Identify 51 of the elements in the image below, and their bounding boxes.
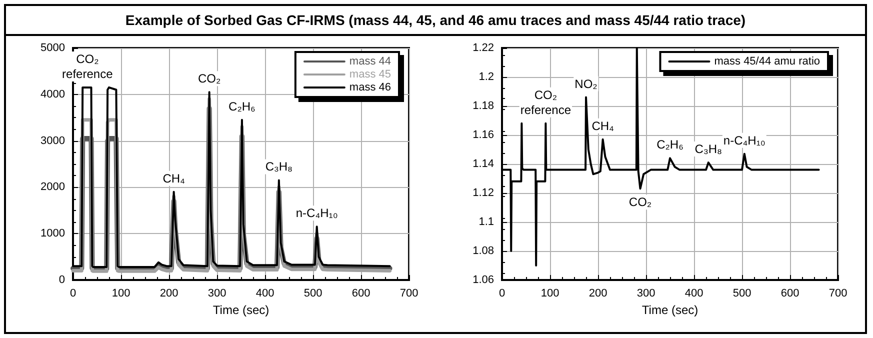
y-tick-label: 1.22 xyxy=(472,42,494,54)
y-tick-label: 3000 xyxy=(40,134,65,147)
x-tick-label: 0 xyxy=(70,288,76,300)
legend-label: mass 44 xyxy=(349,56,391,68)
x-axis-title: Time (sec) xyxy=(642,303,698,317)
x-tick-label: 500 xyxy=(304,288,322,300)
annotation: n-C₄H₁₀ xyxy=(724,133,766,148)
x-tick-label: 300 xyxy=(208,288,226,300)
y-tick-label: 5000 xyxy=(40,42,65,54)
y-tick-label: 1.1 xyxy=(478,216,494,228)
y-tick-label: 2000 xyxy=(40,181,65,194)
y-tick-label: 1.06 xyxy=(472,274,494,286)
y-tick-label: 1.12 xyxy=(472,187,494,199)
x-tick-label: 700 xyxy=(829,288,848,300)
annotation: CH₄ xyxy=(162,171,185,186)
annotation: C₂H₆ xyxy=(656,138,684,152)
y-tick-label: 1.18 xyxy=(472,100,494,112)
y-tick-label: 1000 xyxy=(40,228,65,240)
x-tick-label: 300 xyxy=(637,288,656,300)
annotation: C₂H₆ xyxy=(228,99,256,114)
y-tick-label: 1.16 xyxy=(472,129,494,141)
annotation: n-C₄H₁₀ xyxy=(296,206,338,220)
annotation: CO₂ reference xyxy=(520,88,572,117)
x-tick-label: 600 xyxy=(781,288,800,300)
x-tick-label: 200 xyxy=(160,288,178,300)
x-tick-label: 200 xyxy=(589,288,608,300)
x-tick-label: 100 xyxy=(541,288,560,300)
y-tick-label: 4000 xyxy=(40,88,65,100)
x-tick-label: 100 xyxy=(112,288,130,300)
x-axis-title: Time (sec) xyxy=(212,303,269,317)
x-tick-label: 0 xyxy=(499,288,506,300)
legend-label: mass 45 xyxy=(349,68,391,80)
chart-title: Example of Sorbed Gas CF-IRMS (mass 44, 45, and 46 amu traces and mass 45/44 ratio trace) xyxy=(6,6,865,36)
x-tick-label: 600 xyxy=(352,288,370,300)
annotation: C₃H₈ xyxy=(265,160,292,174)
x-tick-label: 400 xyxy=(256,288,274,300)
x-tick-label: 500 xyxy=(733,288,752,300)
annotation: CO₂ xyxy=(629,195,652,210)
legend-label: mass 46 xyxy=(349,82,391,94)
annotation: CO₂ reference xyxy=(62,52,113,81)
y-tick-label: 1.14 xyxy=(472,158,494,170)
annotation: CH₄ xyxy=(592,118,614,133)
x-tick-label: 400 xyxy=(685,288,704,300)
annotation: CO₂ xyxy=(198,72,221,86)
annotation: NO₂ xyxy=(574,76,598,91)
y-tick-label: 1.2 xyxy=(478,71,494,83)
annotation: C₃H₈ xyxy=(695,142,722,156)
y-tick-label: 0 xyxy=(58,274,65,286)
x-tick-label: 700 xyxy=(400,288,418,300)
legend-label: mass 45/44 amu ratio xyxy=(714,56,820,68)
y-tick-label: 1.08 xyxy=(472,245,494,257)
